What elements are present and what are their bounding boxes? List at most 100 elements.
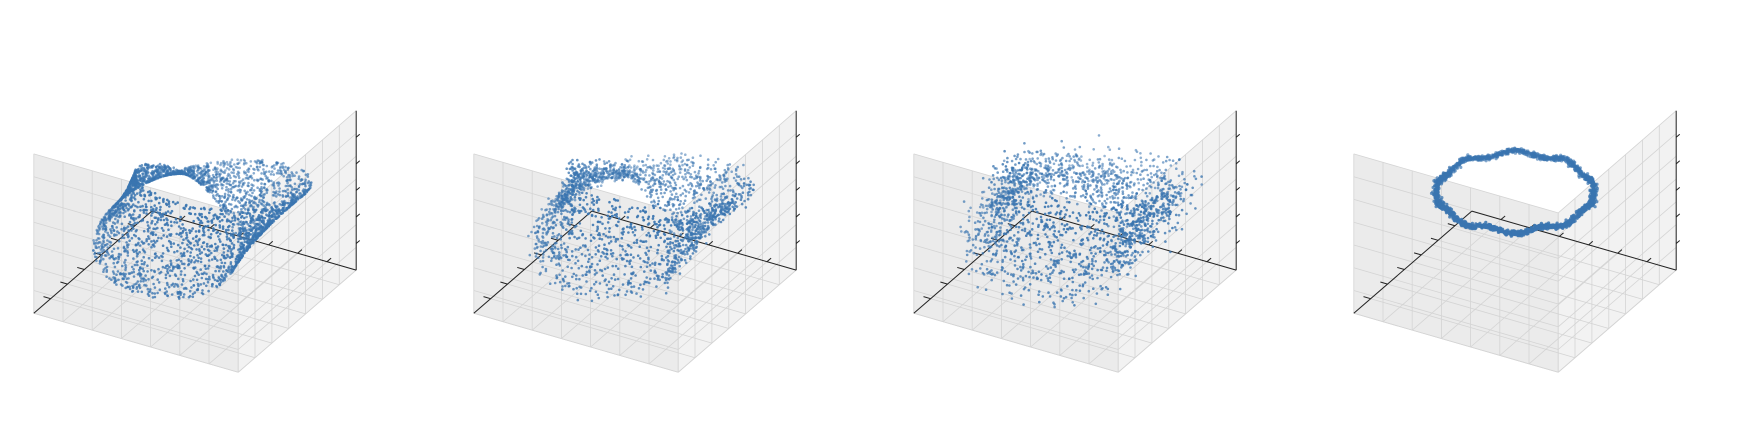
data-point: [694, 184, 698, 188]
data-point: [182, 293, 186, 296]
data-point: [604, 255, 607, 259]
data-point: [193, 212, 197, 216]
data-point: [567, 232, 571, 236]
data-point: [567, 184, 571, 187]
data-point: [685, 250, 689, 253]
data-point: [220, 187, 224, 190]
data-point: [193, 274, 197, 278]
data-point: [142, 189, 145, 192]
data-point: [229, 176, 232, 180]
data-point: [229, 210, 232, 213]
data-point: [273, 186, 276, 190]
data-point: [747, 193, 750, 197]
data-point: [639, 265, 643, 269]
data-point: [721, 218, 725, 222]
data-point: [559, 243, 563, 247]
data-point: [690, 184, 694, 188]
data-point: [252, 172, 256, 175]
data-point: [215, 284, 218, 288]
data-point: [677, 207, 681, 210]
data-point: [161, 244, 165, 247]
data-point: [678, 264, 681, 268]
data-point: [136, 205, 139, 209]
data-point: [212, 227, 215, 230]
data-point: [240, 251, 243, 255]
data-point: [242, 220, 245, 224]
data-point: [140, 290, 144, 294]
data-point: [181, 278, 185, 281]
data-point: [660, 254, 664, 258]
data-point: [150, 199, 153, 203]
data-point: [709, 213, 713, 217]
data-point: [151, 259, 154, 262]
data-point: [241, 224, 244, 228]
data-point: [278, 190, 281, 193]
data-point: [590, 262, 594, 266]
data-point: [669, 190, 672, 193]
x-tick: [110, 237, 119, 241]
data-point: [102, 220, 106, 223]
y-tick: [209, 224, 215, 229]
data-point: [217, 269, 221, 273]
data-point: [711, 222, 715, 226]
data-point: [567, 162, 571, 165]
data-point: [584, 184, 587, 187]
data-point: [156, 226, 159, 230]
data-point: [667, 173, 671, 176]
data-point: [541, 235, 544, 238]
data-point: [147, 199, 150, 203]
data-point: [722, 213, 725, 216]
data-point: [651, 158, 655, 162]
data-point: [223, 196, 226, 199]
data-point: [585, 280, 588, 283]
x-tick: [77, 266, 85, 270]
data-point: [575, 237, 579, 240]
data-point: [165, 246, 169, 250]
data-point: [552, 226, 555, 229]
data-point: [563, 202, 566, 206]
data-point: [257, 227, 261, 230]
data-point: [202, 206, 206, 210]
data-point: [593, 269, 597, 272]
data-point: [571, 275, 574, 279]
data-point: [200, 212, 203, 216]
data-point: [555, 218, 559, 222]
data-point: [630, 265, 634, 269]
data-point: [652, 199, 656, 202]
data-point: [138, 237, 141, 241]
data-point: [650, 179, 653, 182]
data-point: [639, 295, 643, 298]
data-point: [624, 264, 627, 268]
data-point: [138, 250, 141, 254]
data-point: [178, 290, 182, 294]
data-point: [227, 190, 230, 193]
data-point: [206, 166, 209, 169]
data-point: [242, 249, 245, 253]
data-point: [676, 195, 679, 199]
data-point: [672, 232, 676, 235]
data-point: [212, 181, 216, 184]
data-point: [591, 208, 595, 212]
data-point: [677, 249, 681, 253]
data-point: [157, 267, 160, 271]
data-point: [186, 250, 189, 253]
data-point: [725, 179, 728, 182]
data-point: [605, 283, 609, 287]
grid-line: [33, 290, 239, 350]
data-point: [119, 206, 122, 210]
data-point: [585, 169, 588, 173]
z-tick: [795, 213, 801, 218]
data-point: [281, 166, 285, 170]
data-point: [175, 232, 178, 236]
data-point: [261, 178, 264, 181]
data-point: [560, 246, 563, 250]
data-point: [214, 170, 217, 174]
data-point: [562, 242, 566, 245]
data-point: [277, 208, 280, 212]
data-point: [579, 178, 582, 181]
data-point: [724, 184, 727, 188]
data-point: [669, 208, 672, 211]
data-point: [673, 260, 677, 264]
data-point: [590, 161, 594, 164]
data-point: [624, 250, 627, 253]
